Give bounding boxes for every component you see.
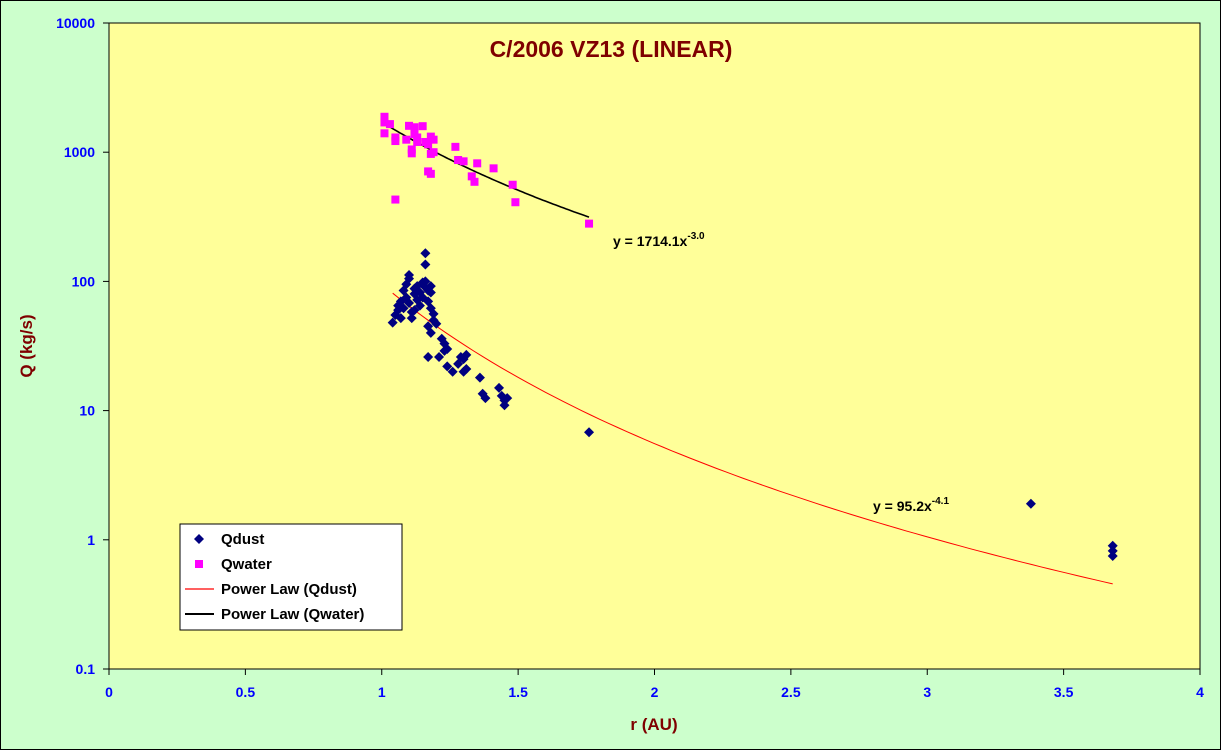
qdust-point [425,281,436,292]
qdust-point [461,349,472,360]
qdust-point [420,259,431,270]
qdust-point [414,300,425,311]
qwater-point [407,149,416,158]
qwater-point [489,164,498,173]
qwater-point [426,169,435,178]
qdust-point [406,313,417,324]
legend-label: Qwater [221,556,272,573]
qdust-point [425,287,436,298]
legend-label: Power Law (Qwater) [221,606,364,623]
x-tick-label: 1.5 [508,684,528,700]
x-axis-title: r (AU) [630,715,677,734]
qdust-point [387,317,398,328]
qdust-point [434,351,445,362]
qwater-point [429,135,438,144]
water-equation-base: y = 1714.1x [613,233,688,249]
x-tick-label: 0.5 [236,684,256,700]
qwater-point [413,133,422,142]
dust-equation-label: y = 95.2x-4.1 [873,496,949,514]
qwater-point [424,140,433,149]
qwater-point [380,129,389,138]
qwater-point [402,135,411,144]
qwater-point [385,120,394,129]
qdust-point [420,248,431,259]
x-tick-label: 0 [105,684,113,700]
qdust-point [1107,550,1118,561]
qdust-point [428,308,439,319]
qdust-point [442,361,453,372]
legend-label: Power Law (Qdust) [221,581,357,598]
qdust-point [447,366,458,377]
y-tick-label: 1000 [64,144,95,160]
qdust-point [404,298,415,309]
qdust-point [420,276,431,287]
legend-qdust-marker [194,534,204,544]
y-tick-label: 100 [72,273,96,289]
qdust-point [395,313,406,324]
qdust-point [1107,540,1118,551]
y-tick-label: 10 [79,403,95,419]
qwater-point [473,159,482,168]
qwater-point [470,177,479,186]
qwater-point [413,137,422,146]
qwater-point [459,157,468,166]
axes: 0 0.5 1 1.5 2 2.5 3 3.5 4 0.1 1 10 100 1000 10000 [56,15,1204,700]
qwater-point [429,148,438,157]
qdust-point [442,343,453,354]
y-axis-title: Q (kg/s) [17,314,36,377]
qwater-point [410,123,419,132]
legend-qwater-marker [195,560,203,568]
qdust-point [584,427,595,438]
legend-box [179,523,403,631]
x-tick-label: 3.5 [1054,684,1074,700]
y-tick-label: 1 [87,532,95,548]
qwater-point [405,121,414,130]
qwater-point [391,137,400,146]
qdust-point [461,363,472,374]
qdust-point [502,393,513,404]
x-tick-label: 3 [923,684,931,700]
qdust-point [398,303,409,314]
qwater-point [380,112,389,121]
qwater-point [418,122,427,131]
qdust-point [474,372,485,383]
x-tick-label: 2 [651,684,659,700]
chart-title: C/2006 VZ13 (LINEAR) [490,36,733,62]
qwater-point [585,219,594,228]
qwater-point [391,195,400,204]
legend: Qdust Qwater Power Law (Qdust) Power Law (Q… [179,523,403,631]
qdust-point [425,327,436,338]
legend-label: Qdust [221,531,264,548]
qwater-point [511,198,520,207]
qdust-point [404,270,415,281]
water-equation-label: y = 1714.1x-3.0 [613,231,705,249]
y-tick-label: 0.1 [76,661,96,677]
qdust-point [480,393,491,404]
qwater-point [508,180,517,189]
dust-power-law-line [392,292,1113,585]
qdust-point [1107,545,1118,556]
qwater-point [451,142,460,151]
qdust-point [423,351,434,362]
qdust-point [494,382,505,393]
x-tick-label: 4 [1196,684,1204,700]
dust-equation-base: y = 95.2x [873,498,932,514]
qwater-point [467,172,476,181]
water-equation-exponent: -3.0 [687,231,705,242]
dust-equation-exponent: -4.1 [932,496,950,507]
qdust-point [431,318,442,329]
qwater-point [380,118,389,127]
x-tick-label: 2.5 [781,684,801,700]
x-tick-label: 1 [378,684,386,700]
data-points [380,112,1118,561]
y-tick-label: 10000 [56,15,95,31]
qdust-point [1025,498,1036,509]
qwater-point [454,156,463,165]
